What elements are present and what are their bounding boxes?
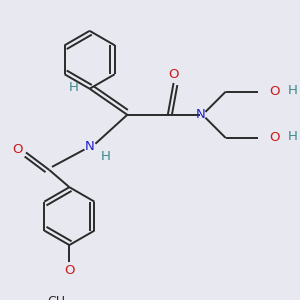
Text: O: O [270,131,280,145]
Text: O: O [12,143,22,156]
Text: CH₃: CH₃ [48,295,71,300]
Text: O: O [270,85,280,98]
Text: N: N [195,108,205,121]
Text: O: O [168,68,179,81]
Text: N: N [85,140,94,153]
Text: H: H [287,130,297,143]
Text: H: H [69,81,79,94]
Text: H: H [287,84,297,97]
Text: H: H [100,150,110,163]
Text: O: O [64,264,75,277]
